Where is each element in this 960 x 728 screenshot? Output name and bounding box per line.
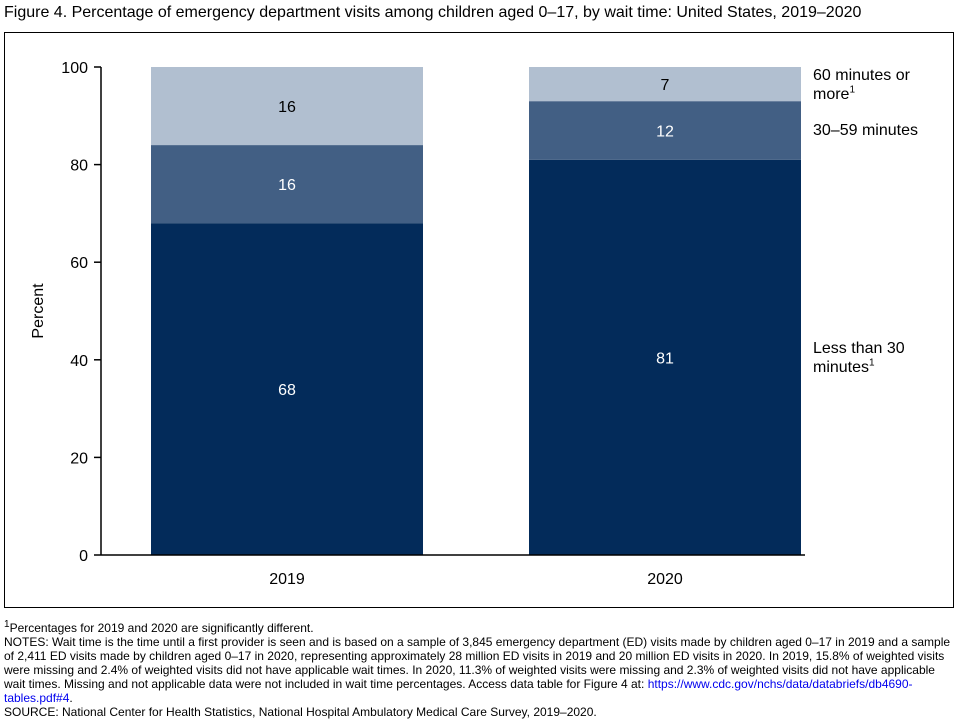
legend-60-plus-line2: more [813, 86, 850, 103]
bar-segment-2019-1 [151, 145, 423, 224]
legend-under-30-line1: Less than 30 [813, 340, 905, 357]
data-label-2020-0: 81 [656, 350, 674, 367]
y-tick-label-0: 0 [79, 548, 88, 565]
bar-segment-2020-2 [529, 67, 801, 102]
legend-under-30-line2: minutes [813, 359, 870, 376]
data-label-2019-0: 68 [278, 382, 296, 399]
data-label-2019-1: 16 [278, 177, 296, 194]
source-text: SOURCE: National Center for Health Stati… [4, 705, 597, 719]
bar-segment-2019-2 [151, 67, 423, 146]
notes-text: NOTES: Wait time is the time until a fir… [4, 635, 951, 691]
figure-title: Figure 4. Percentage of emergency depart… [4, 4, 862, 21]
y-tick-label-100: 100 [61, 60, 88, 77]
notes-paragraph: NOTES: Wait time is the time until a fir… [4, 635, 954, 705]
legend-30-59-text: 30–59 minutes [813, 122, 918, 139]
data-label-2020-1: 12 [656, 123, 674, 140]
legend-under-30-footnote: 1 [869, 357, 875, 369]
x-tick-label-2020: 2020 [647, 571, 683, 588]
y-tick-label-60: 60 [70, 255, 88, 272]
notes-end: . [69, 691, 73, 705]
bar-segment-2020-1 [529, 101, 801, 160]
y-axis-title: Percent [30, 283, 47, 339]
legend-label-60-plus: 60 minutes or more1 [813, 66, 910, 104]
legend-60-plus-line1: 60 minutes or [813, 67, 910, 84]
data-table-link[interactable]: https://www.cdc.gov/nchs/data/databriefs… [4, 677, 913, 705]
data-label-2020-2: 7 [661, 77, 670, 94]
x-tick-label-2019: 2019 [269, 571, 305, 588]
footnote-mark: 1 [4, 619, 10, 630]
legend-60-plus-footnote: 1 [849, 84, 856, 96]
bar-segment-2019-0 [151, 223, 423, 555]
figure-notes: 1Percentages for 2019 and 2020 are signi… [4, 619, 954, 720]
footnote-1: 1Percentages for 2019 and 2020 are signi… [4, 619, 954, 636]
legend-label-under-30: Less than 30 minutes1 [813, 339, 905, 377]
y-tick-label-20: 20 [70, 450, 88, 467]
y-tick-label-40: 40 [70, 353, 88, 370]
y-tick-label-80: 80 [70, 158, 88, 175]
legend-label-30-59: 30–59 minutes [813, 121, 918, 140]
data-label-2019-2: 16 [278, 99, 296, 116]
chart-frame: 68 16 16 2019 81 12 7 2020 0 20 40 60 80 100 Percent 6… [4, 32, 954, 608]
stacked-bar-chart: 68 16 16 2019 81 12 7 2020 0 20 40 60 80 100 Percent [30, 60, 805, 588]
footnote-text: Percentages for 2019 and 2020 are signif… [9, 621, 314, 635]
bar-segment-2020-0 [529, 159, 801, 555]
source-line: SOURCE: National Center for Health Stati… [4, 705, 954, 719]
